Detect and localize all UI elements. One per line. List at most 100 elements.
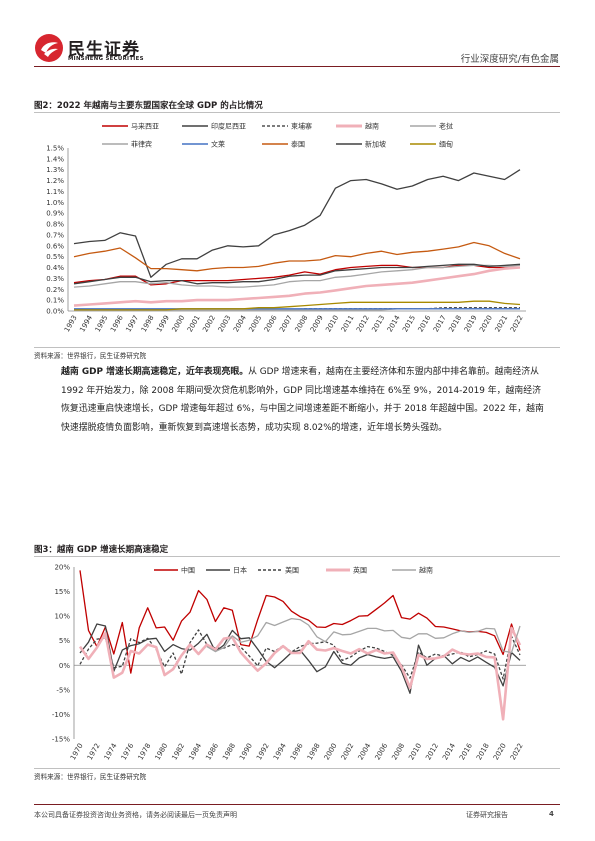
paragraph-body: 从 GDP 增速来看，越南在主要经济体和东盟内部中排名靠前。越南经济从 1992…	[61, 367, 544, 433]
y-tick-label: 0.4%	[46, 264, 64, 272]
figure3-legend: 中国 日本 美国 英国 越南	[154, 566, 433, 575]
y-tick-label: -15%	[52, 736, 70, 744]
x-tick-label: 2000	[171, 314, 187, 333]
x-tick-label: 2020	[478, 314, 494, 333]
figure3-bottom-rule	[34, 768, 560, 769]
x-tick-label: 1976	[120, 742, 136, 762]
legend-label-4: 越南	[419, 566, 433, 575]
x-tick-label: 1988	[221, 742, 237, 761]
minsheng-logo-icon	[35, 34, 63, 62]
legend-label-9: 缅甸	[439, 140, 453, 149]
x-tick-label: 2018	[447, 314, 463, 333]
x-tick-label: 1998	[306, 742, 322, 761]
legend-label-6: 文莱	[211, 140, 225, 149]
y-tick-label: 10%	[54, 613, 70, 621]
x-tick-label: 1972	[86, 742, 102, 761]
x-tick-label: 2004	[232, 314, 248, 334]
x-tick-label: 2018	[475, 742, 491, 761]
legend-label-3: 英国	[353, 566, 367, 575]
series-line-series-0	[79, 570, 521, 674]
x-tick-label: 1970	[69, 742, 85, 761]
figure2-bottom-rule	[34, 347, 560, 348]
x-tick-label: 2022	[509, 314, 525, 333]
footer-divider	[34, 804, 560, 805]
x-tick-label: 2014	[386, 314, 402, 334]
x-tick-label: 1974	[103, 742, 119, 762]
y-tick-label: 1.2%	[46, 177, 64, 185]
y-tick-label: 1.3%	[46, 166, 64, 174]
legend-label-2: 美国	[285, 566, 299, 575]
series-line-series-3	[73, 266, 521, 307]
y-tick-label: 1.5%	[46, 145, 64, 153]
y-tick-label: 0.1%	[46, 297, 64, 305]
analysis-paragraph: 越南 GDP 增速长期高速稳定，近年表现亮眼。从 GDP 增速来看，越南在主要经…	[61, 363, 547, 437]
paragraph-lead: 越南 GDP 增速长期高速稳定，近年表现亮眼。	[61, 367, 249, 377]
x-tick-label: 2021	[494, 314, 510, 333]
x-tick-label: 2002	[201, 314, 217, 333]
x-tick-label: 1993	[63, 314, 79, 333]
x-tick-label: 2002	[340, 742, 356, 761]
legend-label-1: 印度尼西亚	[211, 122, 246, 131]
series-line-series-4	[206, 617, 521, 654]
legend-label-8: 新加坡	[365, 140, 386, 149]
figure3-chart: 中国 日本 美国 英国 越南 -15%-10%-5%0%5%10%15%20%1970 1…	[52, 564, 526, 762]
series-line-series-5	[73, 264, 521, 288]
y-tick-label: 0.2%	[46, 286, 64, 294]
legend-label-0: 中国	[181, 566, 195, 575]
x-tick-label: 1996	[109, 314, 125, 334]
figure2-top-rule	[34, 112, 560, 113]
x-tick-label: 2012	[424, 742, 440, 761]
x-tick-label: 1990	[238, 742, 254, 761]
y-tick-label: -10%	[52, 711, 70, 719]
brand-name-cn: 民生证券	[68, 40, 140, 60]
y-tick-label: 0.9%	[46, 210, 64, 218]
series-line-series-1	[73, 169, 521, 278]
x-tick-label: 2008	[390, 742, 406, 761]
x-tick-label: 2007	[278, 314, 294, 333]
series-line-series-1	[79, 623, 521, 694]
x-tick-label: 1998	[140, 314, 156, 333]
x-tick-label: 2011	[340, 314, 356, 333]
footer-report-type: 证券研究报告	[466, 811, 508, 819]
legend-label-0: 马来西亚	[131, 123, 159, 131]
x-tick-label: 2015	[401, 314, 417, 333]
y-tick-label: 15%	[54, 588, 70, 596]
legend-label-2: 柬埔寨	[291, 122, 312, 131]
x-tick-label: 2000	[323, 742, 339, 761]
figure2-series	[73, 169, 521, 311]
figure2-axes: 0.0% 0.1% 0.2% 0.3% 0.4% 0.5% 0.6% 0.7% 0.8% 0.9%…	[46, 145, 526, 334]
x-tick-label: 1986	[204, 742, 220, 762]
x-tick-label: 2013	[370, 314, 386, 333]
x-tick-label: 1996	[289, 742, 305, 762]
figure3-top-rule	[34, 556, 560, 557]
figure3-title: 图3：越南 GDP 增速长期高速稳定	[34, 545, 169, 555]
series-line-series-2	[74, 307, 520, 311]
series-line-series-8	[73, 263, 521, 285]
x-tick-label: 1984	[187, 742, 203, 762]
legend-label-4: 老挝	[439, 122, 453, 131]
x-tick-label: 1980	[154, 742, 170, 761]
x-tick-label: 2009	[309, 314, 325, 333]
y-tick-label: 0.6%	[46, 242, 64, 250]
y-tick-label: 0.3%	[46, 275, 64, 283]
y-tick-label: 5%	[59, 637, 70, 645]
x-tick-label: 2006	[374, 742, 390, 762]
x-tick-label: 1995	[94, 314, 110, 333]
x-tick-label: 2014	[441, 742, 457, 762]
x-tick-label: 2016	[417, 314, 433, 334]
x-tick-label: 2003	[217, 314, 233, 333]
figure3-source: 资料来源：世界银行，民生证券研究院	[34, 773, 147, 781]
x-tick-label: 2016	[458, 742, 474, 762]
y-tick-label: 20%	[54, 564, 70, 572]
y-tick-label: -5%	[56, 686, 70, 694]
y-tick-label: 0.8%	[46, 221, 64, 229]
x-tick-label: 1997	[124, 314, 140, 333]
x-tick-label: 2010	[324, 314, 340, 333]
x-tick-label: 2001	[186, 314, 202, 333]
x-tick-label: 2022	[509, 742, 525, 761]
x-tick-label: 1999	[155, 314, 171, 333]
x-tick-label: 2005	[247, 314, 263, 333]
y-tick-label: 1.1%	[46, 188, 64, 196]
x-tick-label: 1982	[170, 742, 186, 761]
page-number: 4	[549, 810, 554, 818]
